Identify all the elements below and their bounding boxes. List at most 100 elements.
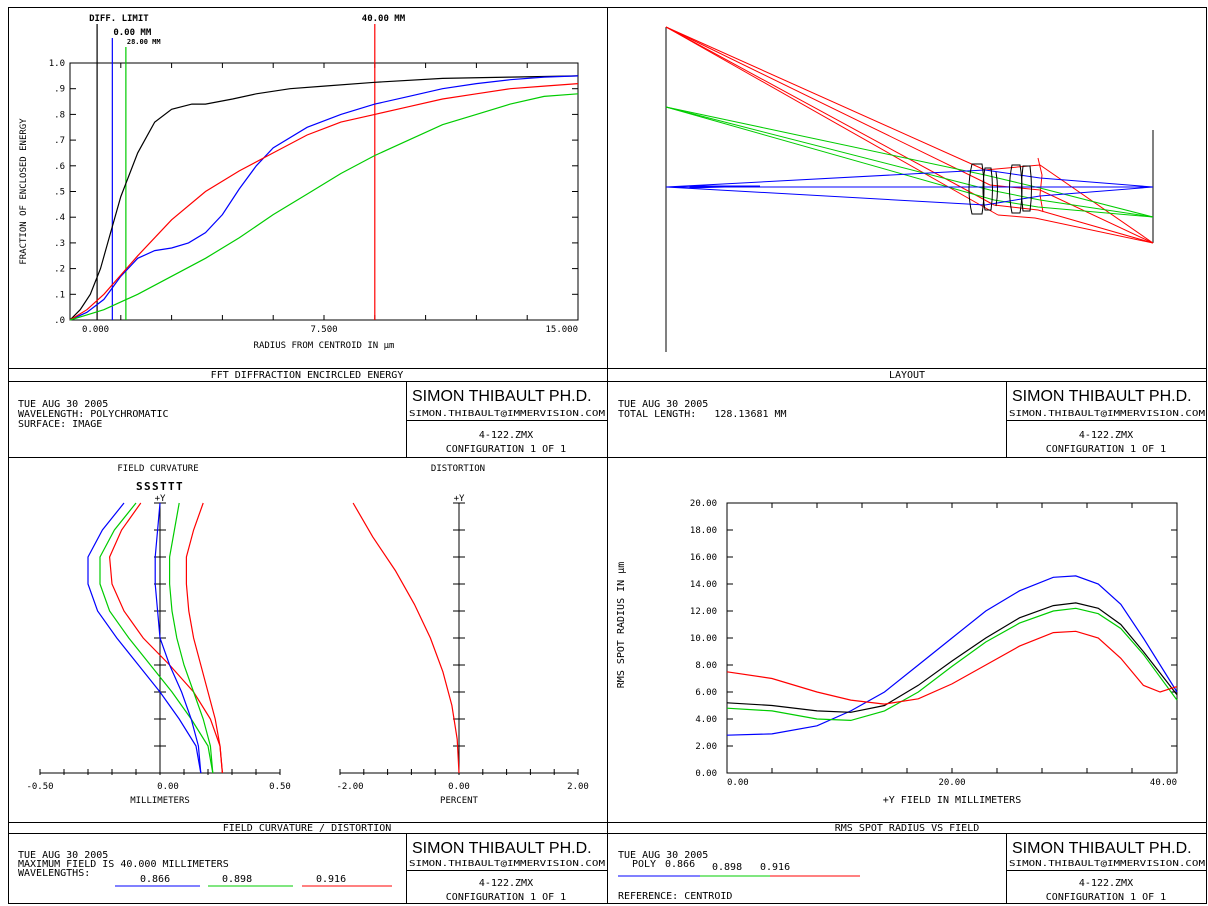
ee-ytick-label: .6 [54, 162, 65, 172]
rms-series-line [726, 602, 1178, 713]
ee-author: SIMON THIBAULT PH.D. [412, 388, 592, 405]
ee-file: 4-122.ZMX [479, 430, 533, 441]
distortion-chart: DISTORTION -2.00 0.00 2.00 PERCENT +Y [336, 464, 588, 806]
rms-y-axis-label: RMS SPOT RADIUS IN µm [616, 562, 627, 688]
fc-xtick-label: 0.00 [157, 782, 179, 792]
rms-ytick-label: 14.00 [690, 580, 717, 590]
fc-legend-letter: T [176, 480, 183, 493]
fc-series-line [169, 502, 214, 774]
rms-ytick-label: 12.00 [690, 607, 717, 617]
rms-series-line [726, 630, 1178, 705]
dist-xtick-label: 0.00 [448, 782, 470, 792]
ee-x-axis-label: RADIUS FROM CENTROID IN µm [254, 341, 395, 351]
ee-ytick-label: .1 [54, 290, 65, 300]
fc-xtick-label: 0.50 [269, 782, 291, 792]
ee-series-line [69, 83, 579, 321]
rms-ytick-label: 20.00 [690, 499, 717, 509]
layout-date: TUE AUG 30 2005 [618, 399, 708, 410]
ee-panel-title: FFT DIFFRACTION ENCIRCLED ENERGY [211, 370, 404, 381]
fc-wavelength-3: 0.916 [316, 874, 346, 885]
ee-series-line [69, 75, 579, 321]
rms-wavelength-2: 0.898 [712, 862, 742, 873]
ee-ytick-label: .8 [54, 110, 65, 120]
ee-marker-label: 28.00 MM [127, 38, 161, 46]
frame-lines [8, 7, 1207, 904]
ee-ytick-label: .4 [54, 213, 65, 223]
ray-fan-green [665, 106, 1154, 218]
rms-wavelength-3: 0.916 [760, 862, 790, 873]
fc-wavelength-2: 0.898 [222, 874, 252, 885]
ee-ytick-label: .5 [54, 188, 65, 198]
rms-email: SIMON.THIBAULT@IMMERVISION.COM [1009, 859, 1205, 868]
ee-marker-label: 0.00 MM [113, 28, 152, 38]
fc-series-line [154, 502, 202, 774]
rms-xtick-label: 0.00 [727, 778, 749, 788]
fc-author: SIMON THIBAULT PH.D. [412, 840, 592, 857]
ee-date: TUE AUG 30 2005 [18, 399, 108, 410]
ee-plot-frame [69, 62, 579, 321]
ee-series-line [69, 93, 579, 321]
fc-date: TUE AUG 30 2005 [18, 850, 108, 861]
fc-wavelengths-label: WAVELENGTHS: [18, 868, 90, 879]
fc-max-field: MAXIMUM FIELD IS 40.000 MILLIMETERS [18, 859, 229, 870]
encircled-energy-chart: .0 .1 .2 .3 .4 .5 .6 .7 .8 .9 1.0 0.000 7.500 15.000 R… [19, 14, 579, 351]
rms-ytick-label: 4.00 [695, 715, 717, 725]
fc-xtick-label: -0.50 [26, 782, 53, 792]
fc-legend-letter: S [152, 480, 159, 493]
ee-info-box: TUE AUG 30 2005 WAVELENGTH: POLYCHROMATI… [18, 388, 605, 455]
layout-total-length: TOTAL LENGTH: 128.13681 MM [618, 409, 787, 420]
rms-xtick-label: 20.00 [938, 778, 965, 788]
layout-info-box: TUE AUG 30 2005 TOTAL LENGTH: 128.13681 … [618, 388, 1205, 455]
layout-config: CONFIGURATION 1 OF 1 [1046, 444, 1166, 455]
ray-fan-blue [665, 169, 1154, 206]
ee-series-line [69, 75, 579, 321]
lens-elements [968, 163, 1032, 215]
fc-axis-label: +Y [155, 494, 166, 504]
fc-legend-letter: T [160, 480, 167, 493]
ee-config: CONFIGURATION 1 OF 1 [446, 444, 566, 455]
rms-series-line [726, 575, 1178, 736]
ee-xtick-label: 7.500 [310, 325, 337, 335]
layout-email: SIMON.THIBAULT@IMMERVISION.COM [1009, 409, 1205, 418]
rms-ytick-label: 2.00 [695, 742, 717, 752]
rms-series-line [726, 607, 1178, 722]
fc-config: CONFIGURATION 1 OF 1 [446, 892, 566, 903]
layout-author: SIMON THIBAULT PH.D. [1012, 388, 1192, 405]
fc-legend-letter: T [168, 480, 175, 493]
layout-file: 4-122.ZMX [1079, 430, 1133, 441]
ee-xtick-label: 15.000 [545, 325, 578, 335]
ee-y-axis-label: FRACTION OF ENCLOSED ENERGY [19, 118, 29, 265]
ee-ytick-label: .7 [54, 136, 65, 146]
rms-ytick-label: 8.00 [695, 661, 717, 671]
fc-series-line [99, 502, 214, 774]
ee-wavelength: WAVELENGTH: POLYCHROMATIC [18, 409, 169, 420]
ee-surface: SURFACE: IMAGE [18, 419, 102, 430]
dist-xtick-label: -2.00 [336, 782, 363, 792]
fc-title: FIELD CURVATURE [117, 464, 198, 474]
ee-email: SIMON.THIBAULT@IMMERVISION.COM [409, 409, 605, 418]
rms-reference: REFERENCE: CENTROID [618, 891, 732, 902]
layout-panel-title: LAYOUT [889, 370, 925, 381]
rms-spot-chart: 0.00 2.00 4.00 6.00 8.00 10.00 12.00 14.00 16.00… [616, 499, 1178, 806]
rms-ytick-label: 0.00 [695, 769, 717, 779]
rms-info-box: TUE AUG 30 2005 POLY 0.866 0.898 0.916 R… [618, 840, 1205, 903]
ee-ytick-label: 1.0 [49, 59, 65, 69]
dist-xtick-label: 2.00 [567, 782, 589, 792]
ee-xtick-label: 0.000 [82, 325, 109, 335]
rms-date: TUE AUG 30 2005 [618, 850, 708, 861]
fc-wavelength-1: 0.866 [140, 874, 170, 885]
rms-config: CONFIGURATION 1 OF 1 [1046, 892, 1166, 903]
ee-marker-label: DIFF. LIMIT [89, 14, 149, 24]
dist-axis-label: +Y [454, 494, 465, 504]
ee-ytick-label: .3 [54, 239, 65, 249]
rms-panel-title: RMS SPOT RADIUS VS FIELD [835, 823, 980, 834]
rms-ytick-label: 16.00 [690, 553, 717, 563]
rms-ytick-label: 18.00 [690, 526, 717, 536]
fc-info-box: TUE AUG 30 2005 MAXIMUM FIELD IS 40.000 … [18, 840, 605, 903]
rms-xtick-label: 40.00 [1150, 778, 1177, 788]
rms-wavelength-1: 0.866 [665, 859, 695, 870]
fc-x-axis-label: MILLIMETERS [130, 796, 190, 806]
fc-legend-letter: S [136, 480, 143, 493]
fc-series-line [108, 502, 223, 774]
ee-ytick-label: .0 [54, 316, 65, 326]
